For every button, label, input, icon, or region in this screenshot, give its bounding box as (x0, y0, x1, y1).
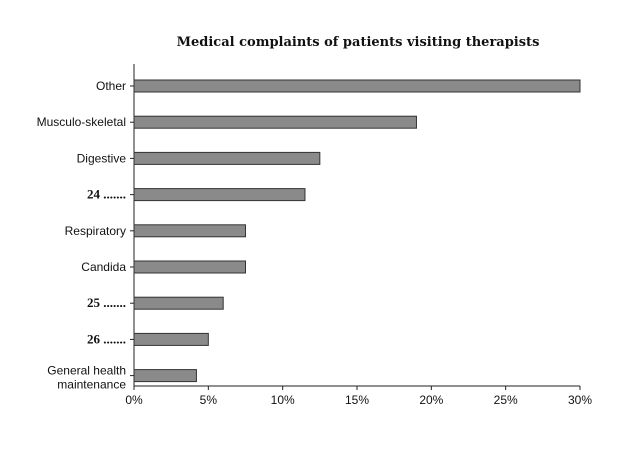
x-tick-label-4: 20% (419, 393, 443, 407)
x-tick-label-2: 10% (271, 393, 295, 407)
x-tick-label-3: 15% (345, 393, 369, 407)
category-label-7: 26 ....... (87, 331, 126, 346)
bar-2 (133, 151, 321, 165)
bar-5 (133, 260, 246, 274)
category-label-3: 24 ....... (87, 187, 126, 202)
x-tick-label-5: 25% (494, 393, 518, 407)
x-tick-labels: 0% 5% 10% 15% 20% 25% 30% (125, 386, 592, 407)
x-tick-label-1: 5% (200, 393, 218, 407)
category-label-4: Respiratory (65, 224, 126, 238)
x-tick-label-6: 30% (568, 393, 592, 407)
bars-group (130, 79, 581, 383)
bar-8 (133, 369, 197, 383)
bar-6 (133, 296, 224, 310)
category-label-0: Other (96, 79, 126, 93)
chart-title: Medical complaints of patients visiting … (177, 35, 540, 50)
category-labels: Other Musculo-skeletal Digestive 24 .......… (37, 79, 127, 392)
bar-3 (133, 188, 306, 202)
category-label-5: Candida (81, 260, 126, 274)
category-label-8-line-1: maintenance (57, 378, 126, 392)
bar-1 (133, 115, 417, 129)
bar-0 (133, 79, 581, 93)
bar-7 (133, 332, 209, 346)
x-tick-label-0: 0% (125, 393, 143, 407)
category-label-1: Musculo-skeletal (37, 115, 126, 129)
bar-4 (133, 224, 246, 238)
category-label-2: Digestive (77, 151, 127, 165)
category-label-8-line-0: General health (47, 364, 126, 378)
category-label-6: 25 ....... (87, 295, 126, 310)
